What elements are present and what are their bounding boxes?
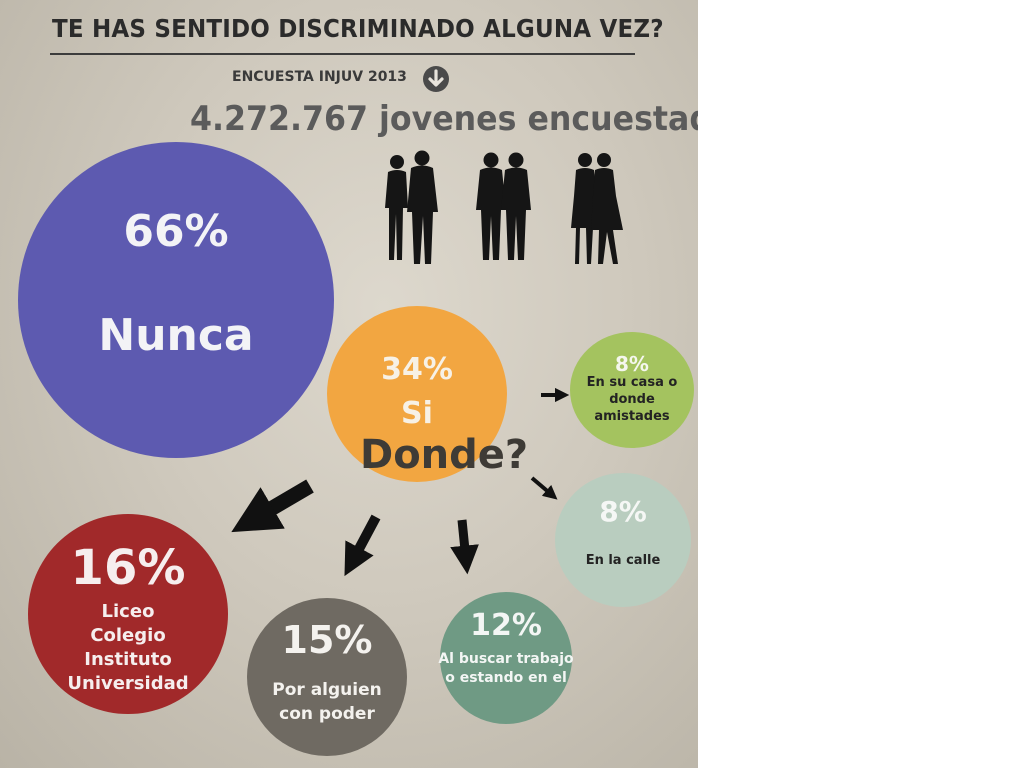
trabajo-percent: 12%: [470, 608, 542, 643]
arrow-icon: [231, 479, 314, 533]
down-arrow-icon: [423, 66, 449, 92]
nunca-circle: 66% Nunca: [18, 142, 334, 458]
title-underline: [50, 53, 635, 55]
si-label: Si: [401, 396, 433, 431]
poder-label-line2: con poder: [279, 704, 375, 724]
two-men-silhouette-icon: [476, 152, 531, 260]
casa-circle: 8% En su casa o donde amistades: [570, 332, 694, 448]
nunca-label: Nunca: [98, 310, 254, 361]
si-percent: 34%: [381, 352, 453, 387]
liceo-label-line2: Colegio: [90, 625, 166, 646]
casa-label: En su casa o donde amistades: [570, 374, 694, 425]
survey-label: ENCUESTA INJUV 2013: [232, 69, 407, 85]
casa-label-line1: En su casa o: [586, 375, 678, 390]
arrow-icon: [344, 514, 381, 577]
trabajo-label: Al buscar trabajo o estando en el: [428, 650, 584, 688]
people-silhouettes: [385, 150, 623, 264]
nunca-percent: 66%: [123, 206, 229, 257]
respondents-count: 4.272.767 jovenes encuestados: [190, 99, 698, 139]
infographic-title: TE HAS SENTIDO DISCRIMINADO ALGUNA VEZ?: [52, 14, 664, 43]
arrows-layer: [231, 387, 570, 577]
poder-label-line1: Por alguien: [272, 680, 382, 700]
liceo-percent: 16%: [70, 540, 186, 596]
calle-circle: 8% En la calle: [555, 473, 691, 607]
calle-percent: 8%: [599, 495, 647, 528]
poder-percent: 15%: [281, 618, 373, 662]
casa-label-line2: donde amistades: [594, 392, 670, 424]
casa-percent: 8%: [615, 352, 649, 376]
arrow-icon: [530, 476, 558, 500]
calle-label: En la calle: [585, 553, 661, 568]
poder-label: Por alguien con poder: [247, 678, 407, 726]
donde-question: Donde?: [360, 432, 529, 478]
liceo-label-line1: Liceo: [101, 601, 155, 622]
arrow-icon: [450, 519, 479, 575]
trabajo-label-line1: Al buscar trabajo: [438, 651, 574, 667]
poder-circle: 15% Por alguien con poder: [247, 598, 407, 756]
trabajo-circle: 12% Al buscar trabajo o estando en el: [438, 592, 574, 724]
liceo-label-line4: Universidad: [67, 673, 189, 694]
si-circle: 34% Si: [327, 306, 507, 482]
trabajo-label-line2: o estando en el: [445, 670, 567, 686]
infographic-poster: TE HAS SENTIDO DISCRIMINADO ALGUNA VEZ? …: [0, 0, 698, 768]
two-women-silhouette-icon: [571, 153, 623, 264]
liceo-label-line3: Instituto: [84, 649, 172, 670]
couple-silhouette-icon: [385, 150, 438, 264]
liceo-circle: 16% Liceo Colegio Instituto Universidad: [28, 514, 228, 714]
liceo-label: Liceo Colegio Instituto Universidad: [28, 600, 228, 696]
